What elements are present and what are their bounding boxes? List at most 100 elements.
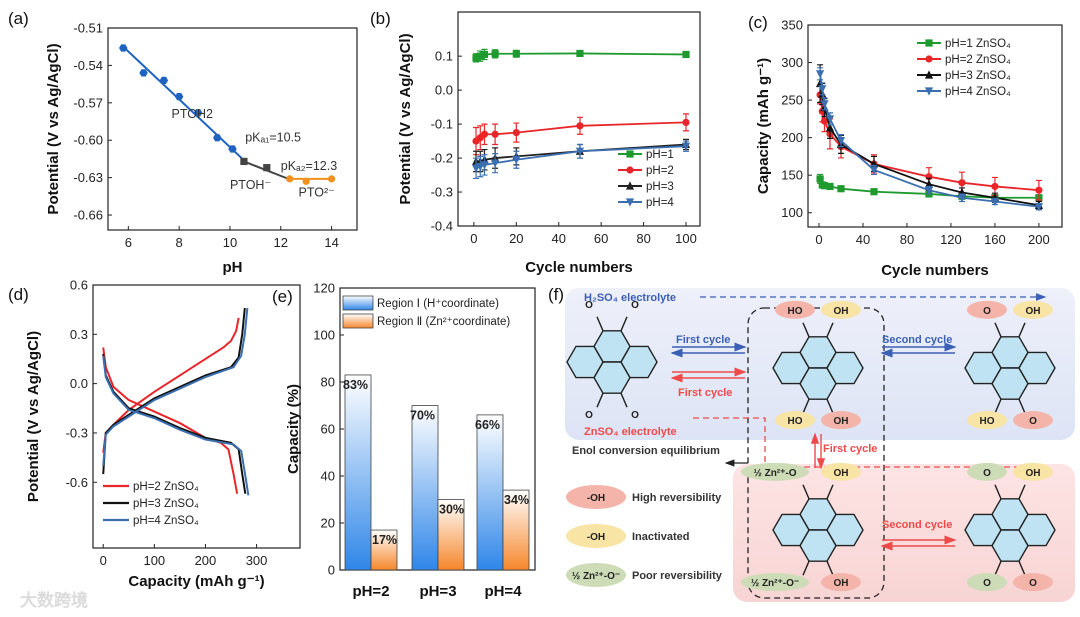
legend-marker: [924, 70, 934, 79]
data-point: [682, 50, 690, 59]
legend-marker: [626, 150, 634, 158]
data-point: [836, 137, 846, 146]
h-oxidized-molecule: O OH HO O: [964, 300, 1056, 430]
y-tick-label: 100: [313, 328, 335, 343]
series-3: [815, 67, 1044, 212]
x-tick-label: 14: [324, 235, 338, 250]
y-tick-label: 0.3: [70, 327, 88, 342]
first-cycle-label: First cycle: [676, 334, 730, 346]
bond: [620, 316, 628, 332]
first-cycle-label: First cycle: [823, 443, 877, 455]
x-tick-label: 6: [125, 235, 132, 250]
substituent-label: HO: [980, 416, 995, 427]
x-tick-label: 40: [856, 232, 870, 247]
x-tick-label: 120: [940, 232, 962, 247]
substituent-highlight: [1013, 573, 1053, 592]
y-tick-label: -0.54: [73, 58, 103, 73]
y-tick-label: -0.6: [66, 475, 88, 490]
data-point: [958, 179, 966, 187]
x-tick-label: 80: [636, 231, 650, 246]
substituent-label: O: [983, 306, 991, 317]
y-tick-label: 350: [781, 18, 803, 33]
y-tick-label: 120: [313, 281, 335, 296]
legend-label: Region Ⅱ (Zn²⁺coordinate): [377, 316, 510, 328]
y-tick-label: -0.51: [73, 21, 103, 36]
discharge-curve: [102, 355, 250, 496]
bar: [411, 405, 439, 571]
substituent-label: OH: [834, 578, 849, 589]
legend-label: pH=2 ZnSO₄: [945, 54, 1011, 66]
x-tick-label: 20: [509, 231, 523, 246]
x-tick-label: 200: [195, 553, 217, 568]
legend-chip: [566, 485, 626, 509]
panel-label: (c): [748, 13, 768, 32]
ring: [826, 351, 864, 385]
y-tick-label: -0.66: [73, 208, 103, 223]
mechanism-diagram: (f) H₂SO₄ electrolyte ZnSO₄ electrolyte Eno…: [548, 285, 1075, 602]
y-tick-label: 80: [321, 375, 335, 390]
y-tick-label: 40: [321, 469, 335, 484]
data-point: [476, 52, 484, 60]
legend-label: High reversibility: [632, 492, 722, 504]
data-point: [575, 147, 585, 156]
y-tick-label: 0.1: [435, 49, 453, 64]
bar: [344, 374, 372, 571]
data-point: [512, 128, 520, 137]
legend-marker: [625, 181, 635, 190]
bond: [802, 484, 810, 500]
data-point: [991, 182, 999, 191]
substituent-label: HO: [788, 416, 803, 427]
legend-label: pH=2: [646, 165, 674, 177]
data-point: [286, 175, 294, 183]
intermediate-box: [747, 307, 885, 599]
annotation: pKₐ₂=12.3: [281, 159, 337, 173]
ring: [1018, 513, 1056, 547]
y-tick-label: 0.0: [435, 83, 453, 98]
bond: [1018, 398, 1026, 414]
legend-label: pH=1: [646, 149, 674, 161]
x-axis-title: Capacity (mAh g⁻¹): [128, 573, 264, 590]
fit-line: [122, 45, 246, 163]
data-point: [820, 100, 829, 109]
bond: [802, 560, 810, 576]
legend-chip-label: -OH: [587, 493, 605, 504]
substituent-label: HO: [788, 306, 803, 317]
substituent-highlight: [1013, 300, 1053, 319]
data-point: [327, 175, 336, 183]
bond: [826, 398, 834, 414]
data-point: [472, 54, 480, 62]
data-point: [990, 197, 1000, 207]
data-point: [480, 130, 489, 138]
y-tick-label: 250: [781, 93, 803, 108]
substituent-highlight: [967, 300, 1007, 319]
enol-label: Enol conversion equilibrium: [572, 445, 720, 457]
data-point: [480, 161, 489, 170]
bar: [437, 499, 465, 571]
category-label: pH=2: [352, 583, 389, 600]
data-point: [491, 130, 499, 138]
annotation: PTOH2: [172, 107, 213, 121]
x-axis-title: pH: [223, 259, 243, 276]
x-tick-label: 10: [223, 235, 237, 250]
x-tick-label: 40: [552, 231, 566, 246]
data-point: [576, 49, 584, 58]
y-tick-label: -0.4: [431, 219, 453, 234]
x-tick-label: 80: [900, 232, 914, 247]
plot-frame: [457, 11, 701, 227]
data-point: [820, 117, 829, 125]
substituent-highlight: [967, 462, 1007, 481]
y-tick-label: -0.3: [431, 185, 453, 200]
y-axis-title: Capacity (mAh g⁻¹): [755, 58, 772, 194]
legend-label: pH=2 ZnSO₄: [133, 481, 199, 493]
panel-label: (e): [272, 287, 293, 306]
y-tick-label: 0.6: [70, 278, 88, 293]
legend-swatch: [342, 313, 374, 329]
charge-curve: [102, 307, 249, 466]
annotation: pKₐ₁=10.5: [245, 130, 301, 144]
substituent-label: O: [585, 410, 593, 421]
second-cycle-label: Second cycle: [882, 519, 952, 531]
znso4-label: ZnSO₄ electrolyte: [584, 426, 677, 438]
znso4-path-arrow: [693, 417, 1047, 471]
y-tick-label: 60: [321, 422, 335, 437]
data-point: [820, 182, 829, 190]
